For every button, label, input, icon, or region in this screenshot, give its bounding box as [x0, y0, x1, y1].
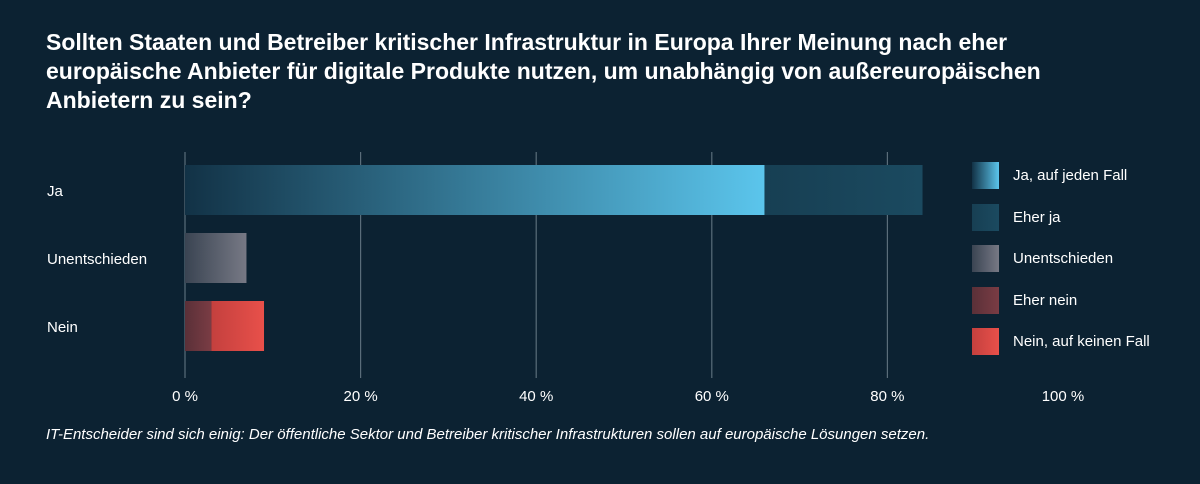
- legend-label: Eher nein: [1013, 291, 1078, 309]
- bar-segment: [185, 165, 765, 215]
- category-label: Nein: [47, 319, 78, 336]
- bar-segment: [185, 233, 247, 283]
- legend-label: Unentschieden: [1013, 250, 1114, 267]
- x-tick-label: 0 %: [172, 388, 198, 405]
- x-tick-label: 100 %: [1042, 388, 1085, 405]
- legend-swatch: [972, 245, 999, 272]
- bar-segment: [185, 301, 212, 351]
- legend-item: Unentschieden: [972, 245, 1150, 272]
- legend-item: Nein, auf keinen Fall: [972, 328, 1150, 355]
- legend-swatch: [972, 203, 999, 231]
- legend-label: Ja, auf jeden Fall: [1013, 167, 1128, 184]
- x-tick-label: 80 %: [870, 388, 904, 405]
- chart-legend: Ja, auf jeden Fall Eher ja Unentschieden Eh…: [972, 162, 1150, 370]
- chart-title: Sollten Staaten und Betreiber kritischer…: [46, 29, 1041, 113]
- chart-caption: IT-Entscheider sind sich einig: Der öffe…: [46, 426, 930, 443]
- legend-swatch: [972, 328, 999, 355]
- x-tick-label: 40 %: [519, 388, 553, 405]
- legend-label: Eher ja: [1013, 208, 1061, 226]
- category-label: Ja: [47, 183, 64, 200]
- legend-swatch: [972, 162, 999, 189]
- legend-label: Nein, auf keinen Fall: [1013, 333, 1150, 350]
- category-label: Unentschieden: [47, 251, 147, 268]
- x-tick-label: 20 %: [343, 388, 377, 405]
- legend-item: Ja, auf jeden Fall: [972, 162, 1150, 189]
- bar-segment: [211, 301, 265, 351]
- bar-segment: [764, 165, 923, 215]
- x-tick-label: 60 %: [695, 388, 729, 405]
- legend-swatch: [972, 286, 999, 314]
- legend-item: Eher nein: [972, 286, 1150, 314]
- legend-item: Eher ja: [972, 203, 1150, 231]
